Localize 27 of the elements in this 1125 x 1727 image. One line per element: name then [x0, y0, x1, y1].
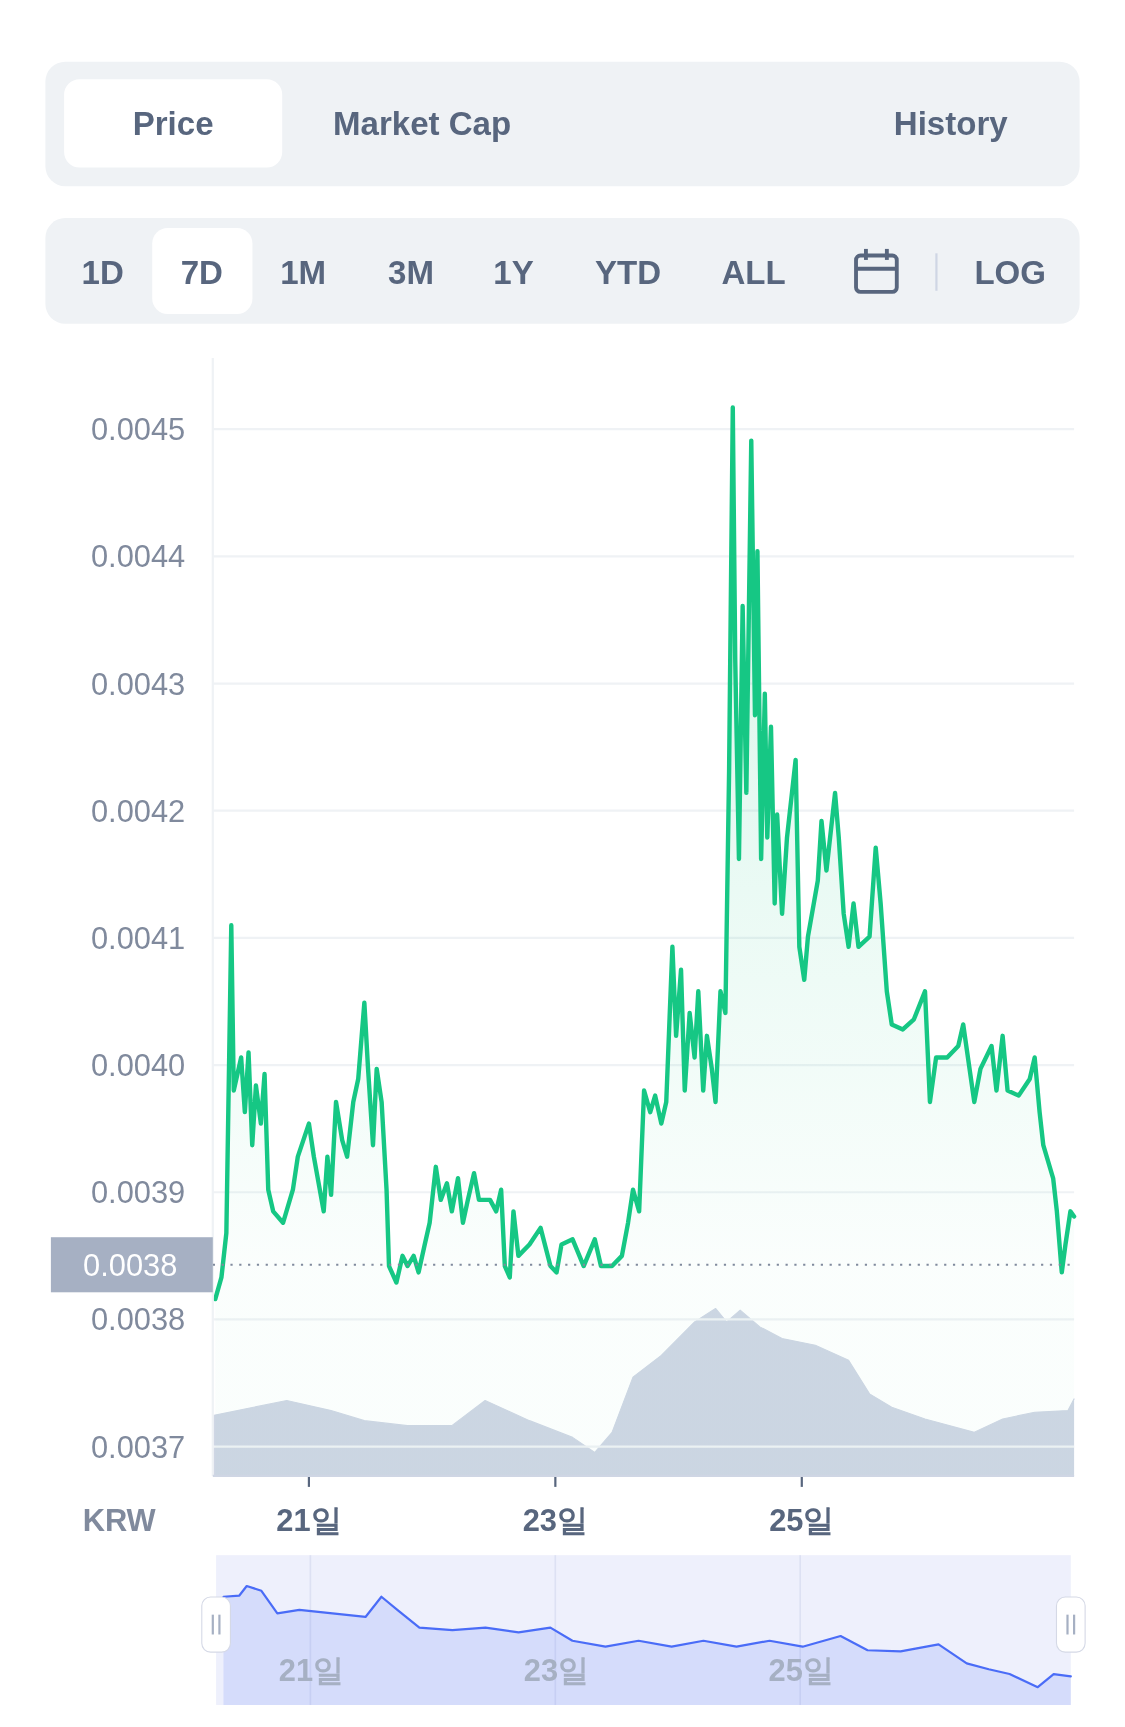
y-tick-label: 0.0043	[90, 666, 186, 702]
y-tick-label: 0.0038	[90, 1302, 186, 1338]
text: 1M	[280, 254, 327, 292]
y-tick-label: 0.0037	[90, 1429, 186, 1465]
x-tick-label: 21일	[276, 1502, 342, 1538]
x-tick-label: 21일	[278, 1652, 345, 1688]
y-tick-label: 0.0039	[90, 1175, 186, 1211]
text: 1D	[81, 254, 124, 292]
y-axis-title: KRW	[82, 1502, 157, 1538]
x-tick-label: 25일	[768, 1652, 834, 1688]
text: 7D	[180, 254, 223, 292]
text: YTD	[595, 254, 662, 292]
text: LOG	[974, 254, 1046, 292]
y-tick-label: 0.0041	[90, 920, 186, 956]
text: ALL	[721, 254, 786, 292]
x-tick-label: 23일	[523, 1652, 590, 1688]
y-tick-label: 0.0042	[90, 793, 186, 829]
y-tick-label: 0.0044	[90, 539, 186, 575]
y-tick-label: 0.0045	[90, 412, 186, 448]
text: Price	[132, 105, 214, 143]
text: 1Y	[493, 254, 534, 292]
x-tick-label: 23일	[522, 1502, 588, 1538]
x-tick-label: 25일	[769, 1502, 835, 1538]
y-tick-label: 0.0040	[90, 1048, 186, 1084]
text: History	[893, 105, 1009, 143]
text: 3M	[388, 254, 434, 292]
text: Market Cap	[333, 105, 512, 143]
